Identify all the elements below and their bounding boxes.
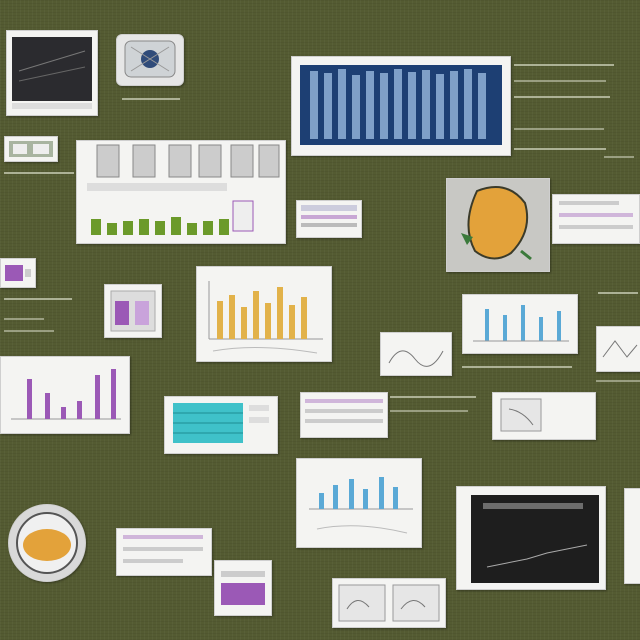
text-line bbox=[462, 366, 572, 368]
green-bars-card[interactable] bbox=[76, 140, 286, 244]
text-line bbox=[514, 64, 614, 66]
list-card[interactable] bbox=[296, 200, 362, 238]
teal-chart-graphic bbox=[173, 403, 269, 443]
purple-table-card[interactable] bbox=[214, 560, 272, 616]
small-panel-card[interactable] bbox=[4, 136, 58, 162]
device-icon[interactable] bbox=[116, 34, 184, 86]
gold-chart-graphic bbox=[208, 281, 323, 354]
text-line bbox=[514, 80, 606, 82]
text-line bbox=[514, 148, 606, 150]
sketch-card[interactable] bbox=[380, 332, 452, 376]
navy-chart-graphic bbox=[300, 65, 502, 145]
grey-bars-card[interactable] bbox=[462, 294, 578, 354]
dark-monitor-graphic bbox=[12, 37, 92, 109]
map-blob-icon bbox=[461, 186, 532, 261]
text-line bbox=[4, 298, 72, 300]
text-line bbox=[604, 156, 634, 158]
graph-card[interactable] bbox=[492, 392, 596, 440]
navy-chart-card[interactable] bbox=[291, 56, 511, 156]
gold-chart-card[interactable] bbox=[196, 266, 332, 362]
text-line bbox=[390, 396, 476, 398]
text-line bbox=[598, 292, 638, 294]
edge-card[interactable] bbox=[624, 488, 640, 584]
text-line bbox=[514, 128, 604, 130]
right-sketch-card[interactable] bbox=[596, 326, 640, 372]
green-bars-graphic bbox=[87, 144, 280, 235]
device-caption bbox=[122, 98, 180, 100]
bottom-form-card[interactable] bbox=[116, 528, 212, 576]
text-line bbox=[4, 172, 74, 174]
purple-chart-graphic bbox=[11, 369, 121, 420]
table-card[interactable] bbox=[300, 392, 388, 438]
dark-monitor-card[interactable] bbox=[6, 30, 98, 116]
blue-bars-card[interactable] bbox=[296, 458, 422, 548]
text-line bbox=[596, 380, 640, 382]
teal-chart-card[interactable] bbox=[164, 396, 278, 454]
purple-device-card[interactable] bbox=[104, 284, 162, 338]
two-panel-card[interactable] bbox=[332, 578, 446, 628]
dark-line-chart-graphic bbox=[471, 495, 599, 583]
text-line bbox=[514, 96, 610, 98]
bowl-icon[interactable] bbox=[8, 504, 86, 582]
map-card[interactable] bbox=[446, 178, 550, 272]
purple-chip-card[interactable] bbox=[0, 258, 36, 288]
blue-bars-graphic bbox=[309, 477, 413, 534]
text-line bbox=[4, 318, 44, 320]
purple-chart-card[interactable] bbox=[0, 356, 130, 434]
form-card[interactable] bbox=[552, 194, 640, 244]
text-line bbox=[4, 330, 54, 332]
text-line bbox=[390, 410, 468, 412]
dark-line-chart-card[interactable] bbox=[456, 486, 606, 590]
